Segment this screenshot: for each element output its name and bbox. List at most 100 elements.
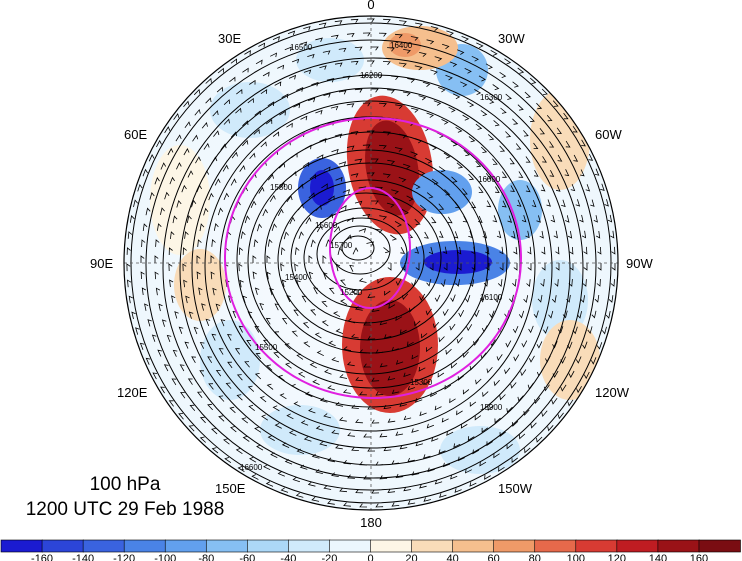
wind-barb bbox=[291, 330, 298, 337]
wind-barb bbox=[511, 231, 516, 239]
wind-barb bbox=[284, 343, 291, 350]
wind-barb bbox=[399, 329, 407, 335]
contour-label: 16600 bbox=[240, 463, 263, 472]
wind-barb bbox=[140, 271, 145, 280]
wind-barb bbox=[476, 42, 484, 49]
wind-barb bbox=[199, 416, 206, 424]
wind-barb bbox=[536, 436, 543, 443]
wind-barb bbox=[575, 356, 582, 364]
wind-barb bbox=[434, 294, 441, 303]
wind-barb bbox=[171, 295, 176, 303]
wind-barb bbox=[403, 372, 411, 378]
wind-barb bbox=[485, 173, 492, 180]
wind-barb bbox=[482, 391, 489, 398]
wind-barb bbox=[295, 492, 304, 498]
wind-barb bbox=[500, 107, 507, 114]
wind-barb bbox=[480, 146, 488, 153]
wind-barb bbox=[454, 201, 461, 208]
wind-barb bbox=[277, 208, 284, 216]
wind-barb bbox=[279, 393, 287, 400]
wind-barb bbox=[230, 131, 237, 138]
wind-barb bbox=[208, 192, 214, 201]
wind-barb bbox=[277, 471, 285, 477]
wind-barb bbox=[407, 500, 416, 505]
wind-barb bbox=[211, 156, 218, 164]
wind-barb bbox=[492, 84, 500, 91]
wind-barb bbox=[541, 246, 546, 255]
wind-barb bbox=[394, 147, 403, 152]
wind-barb bbox=[494, 295, 500, 303]
wind-barb bbox=[321, 320, 329, 327]
wind-barb bbox=[572, 125, 578, 133]
wind-barb bbox=[145, 207, 151, 216]
wind-barb bbox=[335, 328, 344, 334]
wind-barb bbox=[293, 103, 301, 109]
wind-barb bbox=[540, 184, 546, 192]
wind-barb bbox=[371, 88, 379, 93]
wind-barb bbox=[471, 263, 476, 271]
wind-barb bbox=[254, 110, 261, 116]
wind-barb bbox=[551, 397, 558, 405]
wind-barb bbox=[472, 449, 480, 455]
wind-barb bbox=[171, 378, 177, 386]
wind-barb bbox=[371, 419, 380, 424]
wind-barb bbox=[297, 183, 304, 190]
wind-barb bbox=[443, 263, 448, 271]
colorbar-swatch bbox=[534, 539, 577, 553]
wind-barb bbox=[260, 89, 268, 95]
wind-barb bbox=[231, 151, 238, 159]
wind-barb bbox=[419, 411, 427, 417]
wind-barb bbox=[223, 192, 230, 201]
wind-barb bbox=[242, 67, 249, 73]
lon-label-30w: 30W bbox=[498, 31, 525, 46]
wind-barb bbox=[524, 91, 531, 98]
lon-label-30e: 30E bbox=[218, 31, 241, 46]
wind-barb bbox=[430, 26, 439, 32]
wind-barb bbox=[487, 134, 495, 141]
wind-barb bbox=[235, 448, 243, 455]
wind-barb bbox=[225, 279, 230, 288]
wind-barb bbox=[291, 152, 298, 159]
wind-barb bbox=[564, 169, 570, 177]
wind-barb bbox=[523, 409, 530, 416]
wind-barb bbox=[387, 488, 396, 493]
wind-barb bbox=[485, 246, 490, 255]
wind-barb bbox=[403, 49, 411, 54]
wind-barb bbox=[444, 189, 451, 196]
wind-barb bbox=[246, 339, 252, 347]
wind-barb bbox=[557, 412, 564, 420]
wind-barb bbox=[383, 247, 390, 254]
wind-barb bbox=[414, 65, 423, 71]
wind-barb bbox=[262, 339, 269, 347]
wind-barb bbox=[286, 295, 291, 303]
wind-barb bbox=[201, 122, 208, 129]
wind-barb bbox=[160, 207, 165, 215]
wind-barb bbox=[333, 311, 341, 318]
contour-label: 16400 bbox=[390, 41, 413, 50]
colorbar-label: 80 bbox=[529, 553, 541, 561]
wind-barb bbox=[475, 160, 482, 168]
wind-barb bbox=[367, 405, 376, 410]
lon-label-60w: 60W bbox=[595, 127, 622, 142]
wind-barb bbox=[184, 231, 189, 239]
wind-barb bbox=[552, 341, 558, 349]
wind-barb bbox=[391, 346, 399, 352]
wind-barb bbox=[575, 199, 581, 207]
wind-barb bbox=[387, 47, 395, 52]
wind-barb bbox=[484, 475, 491, 480]
wind-barb bbox=[214, 178, 221, 186]
wind-barb bbox=[299, 41, 308, 47]
wind-barb bbox=[343, 460, 352, 465]
wind-barb bbox=[321, 183, 328, 189]
wind-barb bbox=[415, 441, 424, 447]
wind-barb bbox=[270, 452, 278, 458]
wind-barb bbox=[293, 401, 301, 407]
wind-barb bbox=[343, 346, 352, 352]
wind-barb bbox=[569, 263, 574, 271]
wind-barb bbox=[496, 354, 503, 361]
wind-barb bbox=[141, 239, 146, 248]
wind-barb bbox=[156, 139, 162, 148]
wind-barb bbox=[521, 214, 527, 223]
wind-barb bbox=[249, 456, 257, 463]
colorbar-swatch bbox=[41, 539, 84, 553]
